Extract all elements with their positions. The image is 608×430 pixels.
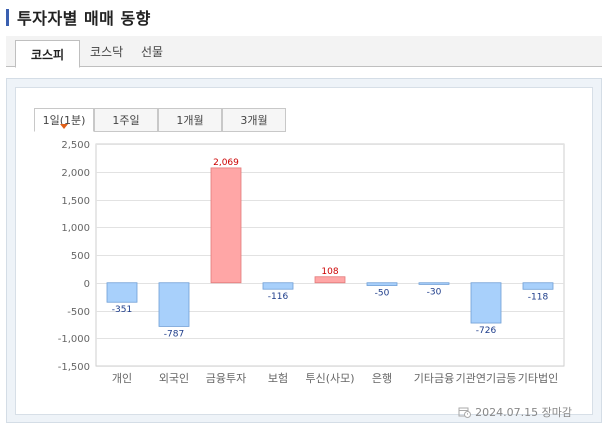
bar-value-label: 2,069 <box>213 158 239 168</box>
calendar-clock-icon <box>458 407 472 418</box>
x-category-label: 기관연기금등 <box>456 372 517 385</box>
x-category-label: 보험 <box>268 372 288 385</box>
y-tick-label: 0 <box>84 279 90 290</box>
period-tab-1day-label: 1일(1분) <box>42 114 86 127</box>
tab-kosdaq[interactable]: 코스닥 <box>90 45 124 59</box>
market-tab-bar: 코스피 코스닥 선물 <box>6 36 602 68</box>
x-category-label: 기타금융 <box>414 372 454 385</box>
y-tick-label: 1,500 <box>61 196 90 207</box>
y-tick-label: 2,000 <box>61 168 90 179</box>
bar <box>522 282 554 290</box>
bar <box>210 167 242 284</box>
bar <box>366 282 398 286</box>
chart-footer: 2024.07.15 장마감 <box>458 404 572 420</box>
x-category-label: 외국인 <box>159 372 189 385</box>
y-tick-label: -1,000 <box>58 334 90 345</box>
chart-panel: 1일(1분) 1주일 1개월 3개월 2,500 2,000 1,500 1,000 5… <box>6 78 602 423</box>
period-tab-1week[interactable]: 1주일 <box>94 108 158 132</box>
period-tab-1month[interactable]: 1개월 <box>158 108 222 132</box>
page-title-text: 투자자별 매매 동향 <box>17 9 151 28</box>
y-tick-label: 500 <box>71 251 90 262</box>
selected-period-marker-icon <box>60 124 68 129</box>
bar-value-label: -351 <box>112 305 132 315</box>
y-tick-label: 1,000 <box>61 223 90 234</box>
bar <box>262 282 294 290</box>
y-tick-label: -500 <box>67 307 90 318</box>
tab-kospi[interactable]: 코스피 <box>15 40 80 68</box>
bar-value-label: -50 <box>375 289 390 299</box>
x-category-label: 은행 <box>372 372 392 385</box>
period-tab-3month[interactable]: 3개월 <box>222 108 286 132</box>
bar-value-label: -116 <box>268 292 289 302</box>
bar <box>418 282 450 285</box>
bar-chart: 2,500 2,000 1,500 1,000 500 0 -500 -1,000 -1,500… <box>58 140 565 385</box>
bar <box>314 276 346 284</box>
bar <box>470 282 502 324</box>
bar <box>106 282 138 303</box>
page-title: 투자자별 매매 동향 <box>6 6 151 28</box>
bar <box>158 282 190 327</box>
x-category-label: 금융투자 <box>206 372 246 385</box>
y-tick-label: 2,500 <box>61 140 90 151</box>
x-category-label: 기타법인 <box>518 372 558 385</box>
bar-value-label: -30 <box>427 287 442 297</box>
x-category-label: 개인 <box>112 372 132 385</box>
bar-value-label: -726 <box>476 326 497 336</box>
market-close-timestamp: 2024.07.15 장마감 <box>475 406 572 419</box>
title-accent-bar <box>6 8 9 26</box>
bar-value-label: 108 <box>321 267 338 277</box>
tab-futures[interactable]: 선물 <box>141 45 164 59</box>
x-category-label: 투신(사모) <box>305 372 354 385</box>
bar-value-label: -118 <box>528 292 549 302</box>
bar-value-label: -787 <box>164 329 184 339</box>
y-tick-label: -1,500 <box>58 362 90 373</box>
chart-area: 1일(1분) 1주일 1개월 3개월 2,500 2,000 1,500 1,000 5… <box>15 87 593 419</box>
